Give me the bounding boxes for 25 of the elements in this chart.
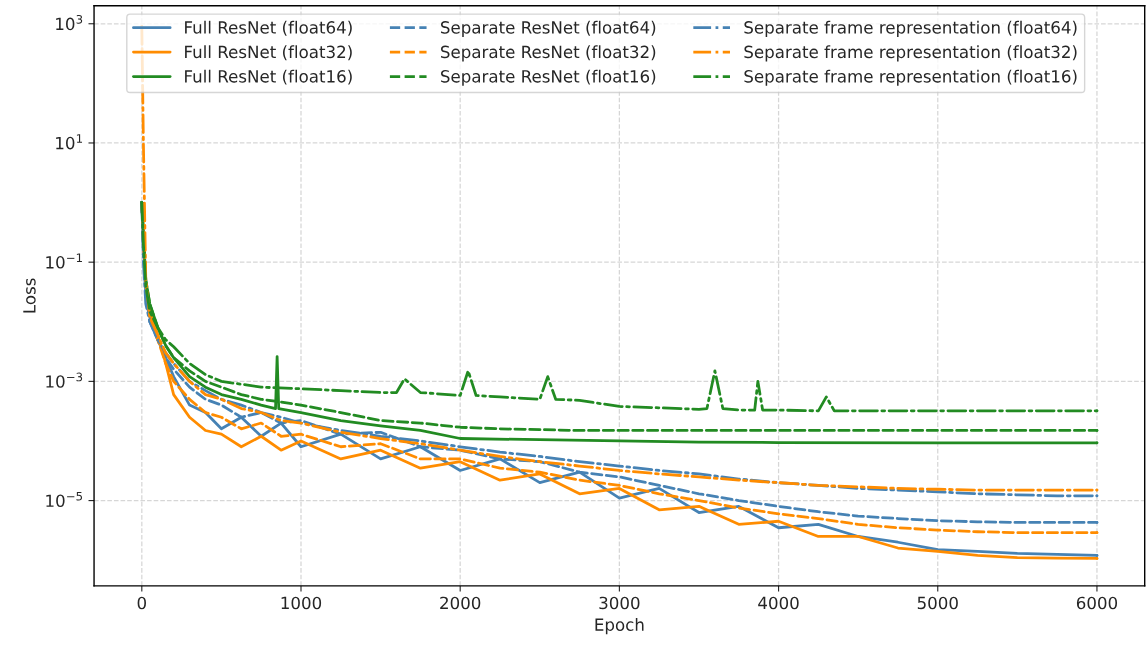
legend-label: Full ResNet (float16) <box>185 69 352 85</box>
y-tick-label: 10$^{−3}$ <box>46 372 83 388</box>
x-axis-title: Epoch <box>595 618 644 635</box>
x-tick-label: 3000 <box>599 596 640 610</box>
x-tick-label: 6000 <box>1076 596 1118 610</box>
x-tick-label: 0 <box>137 596 147 610</box>
legend-label: Full ResNet (float64) <box>185 20 352 36</box>
legend-label: Separate ResNet (float32) <box>440 45 656 62</box>
y-tick-label: 10$^{3}$ <box>56 14 83 31</box>
y-axis-title: Loss <box>23 278 36 313</box>
x-tick-label: 4000 <box>758 596 799 610</box>
y-tick-label: 10$^{−5}$ <box>46 491 83 508</box>
y-tick-label: 10$^{1}$ <box>56 134 83 150</box>
x-tick-label: 2000 <box>440 596 481 610</box>
legend-label: Separate frame representation (float16) <box>744 69 1077 86</box>
point <box>1095 429 1099 432</box>
legend-label: Full ResNet (float32) <box>185 45 352 61</box>
x-tick-label: 5000 <box>917 596 958 610</box>
x-tick-label: 1000 <box>281 596 322 610</box>
legend-label: Separate ResNet (float16) <box>440 69 656 86</box>
legend-label: Separate frame representation (float64) <box>744 20 1077 37</box>
point <box>1095 521 1099 524</box>
legend-label: Separate frame representation (float32) <box>744 45 1077 62</box>
legend-label: Separate ResNet (float64) <box>440 20 656 37</box>
y-tick-label: 10$^{−1}$ <box>46 253 82 269</box>
